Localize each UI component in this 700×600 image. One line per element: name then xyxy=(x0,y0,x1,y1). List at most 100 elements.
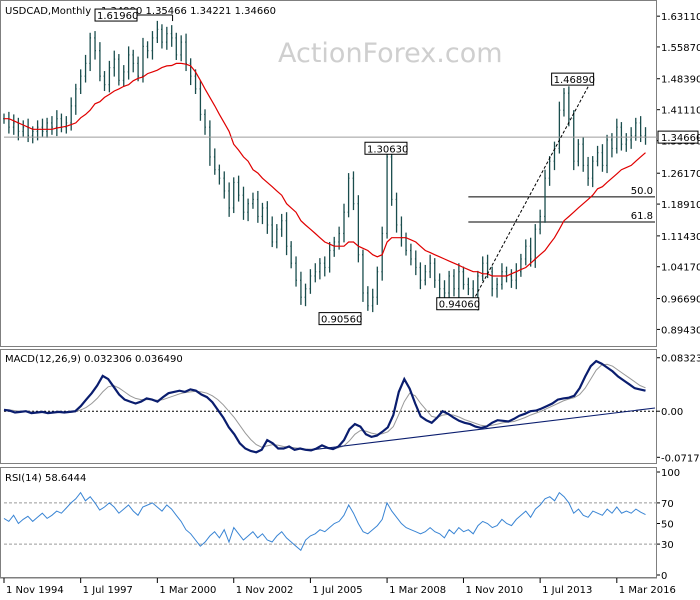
current-price-box xyxy=(657,130,699,144)
rsi-level-lines xyxy=(4,502,657,545)
candles-series xyxy=(3,20,647,313)
candle xyxy=(175,32,178,60)
candle xyxy=(630,127,633,149)
candle xyxy=(84,54,87,83)
candle xyxy=(644,127,647,145)
candle xyxy=(314,263,317,283)
candle xyxy=(481,256,484,282)
candle xyxy=(390,151,393,206)
price-annotation: 1.46890 xyxy=(551,72,595,86)
candle xyxy=(103,71,106,92)
price-panel: ActionForex.com USDCAD,Monthly 1.34990 1… xyxy=(0,0,700,347)
candle xyxy=(170,25,173,47)
candle xyxy=(70,97,73,131)
current-price-tag: 1.34660 xyxy=(657,130,700,144)
candle xyxy=(280,213,283,237)
annotation-box xyxy=(551,72,595,86)
candle xyxy=(12,114,15,135)
price-annotation: 0.94060 xyxy=(436,297,480,311)
time-tick-label: 1 Jul 1997 xyxy=(83,585,133,596)
candle xyxy=(328,241,331,273)
candle xyxy=(582,137,585,172)
candle xyxy=(371,288,374,313)
candle xyxy=(596,145,599,167)
fib-level-label: 61.8 xyxy=(631,211,653,222)
time-tick-label: 1 Nov 2010 xyxy=(465,585,523,596)
current-price-label: 1.34660 xyxy=(661,133,700,144)
candle xyxy=(577,139,580,167)
macd-label: MACD(12,26,9) 0.032306 0.036490 xyxy=(5,354,183,365)
time-tick-label: 1 Mar 2016 xyxy=(619,585,676,596)
candle xyxy=(620,122,623,151)
rsi-label: RSI(14) 58.6444 xyxy=(5,473,86,484)
candle xyxy=(448,270,451,300)
candle xyxy=(213,148,216,175)
rsi-panel: RSI(14) 58.6444 100 70 50 30 0 xyxy=(0,467,680,582)
candle xyxy=(515,263,518,290)
candle xyxy=(208,120,211,166)
price-tick-label: 0.96690 xyxy=(661,295,700,306)
candle xyxy=(429,254,432,279)
candle xyxy=(232,177,235,214)
candle xyxy=(376,266,379,305)
candle xyxy=(51,116,53,135)
time-axis: 1 Nov 1994 1 Jul 1997 1 Mar 2000 1 Nov 2002… xyxy=(0,577,676,596)
macd-tick-label: 0.00 xyxy=(661,407,683,418)
candle xyxy=(271,216,274,248)
price-tick-label: 1.18910 xyxy=(661,200,700,211)
rsi-tick-label: 70 xyxy=(661,499,674,510)
candle xyxy=(457,263,460,298)
price-trendline xyxy=(467,84,590,310)
price-annotations: 1.61960 1.30630 0.90560 0.94060 1.46890 xyxy=(94,8,595,326)
price-tick-label: 1.48390 xyxy=(661,75,700,86)
annotation-box xyxy=(94,8,138,22)
candle xyxy=(60,113,63,133)
rsi-panel-frame xyxy=(0,467,657,578)
annotation-label: 1.30630 xyxy=(367,144,408,155)
candle xyxy=(65,116,68,134)
time-tick-label: 1 Jul 2005 xyxy=(312,585,362,596)
annotation-box xyxy=(436,297,480,311)
candle xyxy=(46,117,48,138)
candle xyxy=(395,192,398,233)
candle xyxy=(223,171,226,199)
moving-average-line xyxy=(4,62,646,277)
candle xyxy=(142,37,144,83)
candle xyxy=(108,60,111,93)
candle xyxy=(247,198,249,222)
price-annotation: 1.61960 xyxy=(94,8,174,22)
candle xyxy=(438,273,441,298)
fibonacci-levels: 50.0 61.8 xyxy=(468,186,655,223)
candle xyxy=(323,256,326,277)
candle xyxy=(218,164,221,185)
candle xyxy=(237,175,240,202)
candle xyxy=(405,232,407,256)
candle xyxy=(453,269,455,297)
ohlc-label: 1.34990 1.35466 1.34221 1.34660 xyxy=(101,6,276,17)
candle xyxy=(151,31,154,60)
candle xyxy=(261,202,264,225)
candle xyxy=(563,88,565,117)
candle xyxy=(117,54,120,86)
candle xyxy=(180,35,183,62)
symbol-label: USDCAD,Monthly xyxy=(5,6,91,17)
candle xyxy=(242,186,245,220)
candle xyxy=(252,192,254,209)
candle xyxy=(467,277,470,296)
rsi-tick-label: 50 xyxy=(661,520,674,531)
candle xyxy=(572,110,575,171)
candle xyxy=(544,169,546,223)
candle xyxy=(591,156,594,188)
candle xyxy=(132,49,135,73)
candle xyxy=(295,256,297,287)
candle xyxy=(419,262,422,290)
price-tick-label: 1.11430 xyxy=(661,232,700,243)
candle xyxy=(300,271,302,305)
candle xyxy=(548,156,551,186)
candle xyxy=(185,33,187,72)
candle xyxy=(266,201,269,234)
time-tick-label: 1 Nov 2002 xyxy=(236,585,294,596)
price-annotation: 1.30630 xyxy=(364,141,408,155)
candle xyxy=(414,250,417,276)
